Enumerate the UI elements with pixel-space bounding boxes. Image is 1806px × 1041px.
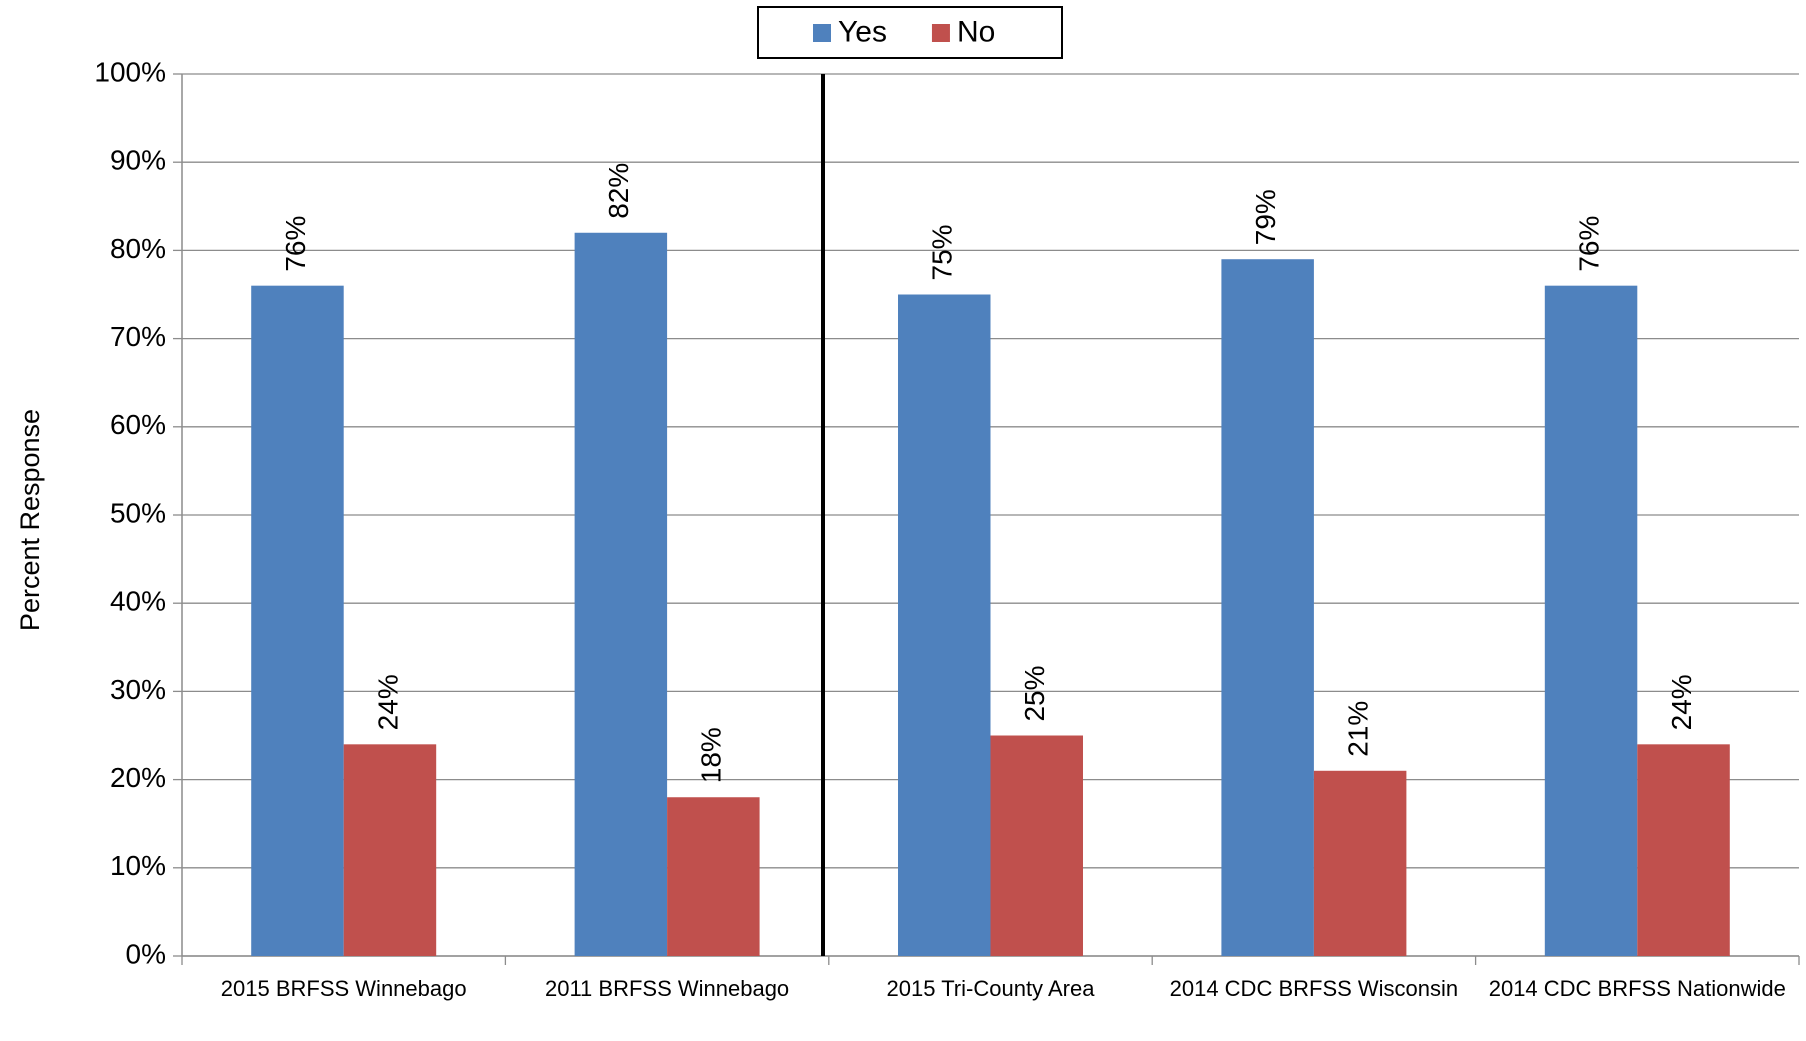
- bar: [1221, 259, 1314, 957]
- bar: [574, 232, 668, 956]
- y-tick-label: 40%: [110, 586, 166, 617]
- x-tick-label: 2015 BRFSS Winnebago: [220, 976, 467, 1001]
- bar: [990, 735, 1083, 956]
- x-tick-label: 2014 CDC BRFSS Nationwide: [1488, 976, 1786, 1001]
- bar: [251, 285, 344, 956]
- bar: [667, 797, 760, 956]
- data-label: 79%: [1250, 189, 1281, 245]
- data-label: 76%: [1573, 216, 1604, 272]
- bar: [1313, 770, 1407, 956]
- data-label: 21%: [1343, 701, 1374, 757]
- y-axis-title: Percent Response: [15, 409, 45, 631]
- y-tick-label: 100%: [94, 56, 166, 87]
- y-tick-label: 80%: [110, 233, 166, 264]
- legend-label: Yes: [838, 15, 887, 48]
- data-label: 18%: [696, 727, 727, 783]
- data-label: 24%: [1666, 674, 1697, 730]
- y-tick-label: 50%: [110, 497, 166, 528]
- x-tick-label: 2014 CDC BRFSS Wisconsin: [1169, 976, 1459, 1001]
- bar: [1637, 744, 1730, 956]
- x-tick-label: 2015 Tri-County Area: [886, 976, 1095, 1001]
- data-label: 24%: [372, 674, 403, 730]
- legend-swatch: [813, 24, 831, 42]
- bar: [1544, 285, 1638, 956]
- data-label: 25%: [1019, 665, 1050, 721]
- y-tick-label: 0%: [126, 938, 166, 969]
- data-label: 76%: [280, 216, 311, 272]
- bar: [898, 294, 991, 956]
- legend-label: No: [957, 15, 995, 48]
- x-tick-label: 2011 BRFSS Winnebago: [544, 976, 790, 1001]
- bar: [343, 744, 437, 956]
- legend-box: [757, 6, 1063, 59]
- y-tick-label: 90%: [110, 145, 166, 176]
- data-label: 75%: [927, 224, 958, 280]
- y-tick-label: 60%: [110, 409, 166, 440]
- y-tick-label: 70%: [110, 321, 166, 352]
- legend-swatch: [931, 24, 950, 42]
- y-tick-label: 30%: [110, 674, 166, 705]
- y-tick-label: 10%: [110, 850, 166, 881]
- data-label: 82%: [603, 163, 634, 219]
- y-tick-label: 20%: [110, 762, 166, 793]
